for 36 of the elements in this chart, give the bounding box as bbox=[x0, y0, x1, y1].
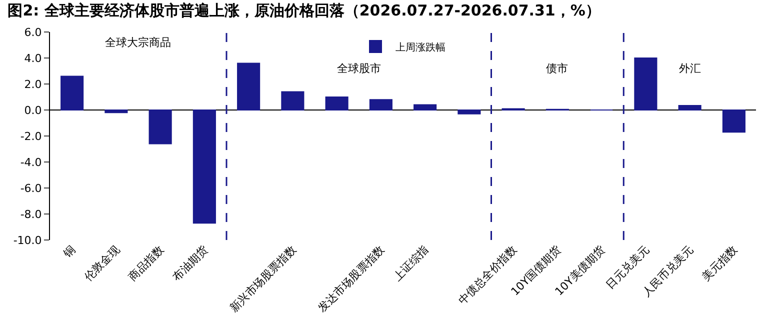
bar bbox=[369, 99, 392, 110]
x-tick-label: 上证综指 bbox=[390, 243, 432, 284]
chart-title: 图2: 全球主要经济体股市普遍上涨，原油价格回落（2026.07.27-2026.07.31，%） bbox=[8, 2, 600, 20]
x-tick-label: 美元指数 bbox=[700, 243, 740, 284]
bar bbox=[104, 110, 128, 114]
annotation: 全球大宗商品 bbox=[105, 36, 171, 49]
x-tick-label: 商品指数 bbox=[126, 243, 166, 284]
y-tick-label: -2.0 bbox=[20, 130, 42, 143]
y-tick-label: 6.0 bbox=[24, 26, 42, 39]
bar bbox=[722, 110, 746, 133]
y-tick-label: 4.0 bbox=[24, 52, 42, 65]
bar bbox=[325, 96, 348, 110]
y-tick-label: 2.0 bbox=[24, 78, 42, 91]
x-tick-label: 伦敦金现 bbox=[82, 243, 122, 284]
annotation: 债市 bbox=[546, 62, 568, 75]
bar bbox=[148, 110, 172, 144]
y-tick-label: 0.0 bbox=[24, 104, 42, 117]
bar bbox=[458, 110, 481, 114]
annotation: 全球股市 bbox=[337, 62, 381, 75]
y-tick-label: -4.0 bbox=[20, 156, 42, 169]
bar bbox=[678, 104, 702, 110]
x-tick-label: 铜 bbox=[60, 243, 78, 261]
y-tick-label: -10.0 bbox=[13, 234, 42, 247]
x-tick-label: 布油期货 bbox=[170, 243, 210, 284]
bar bbox=[281, 91, 304, 110]
y-tick-label: -6.0 bbox=[20, 182, 42, 195]
x-tick-label: 新兴市场股票指数 bbox=[227, 243, 299, 315]
bar bbox=[414, 104, 437, 110]
bar bbox=[192, 110, 216, 224]
bar bbox=[60, 76, 84, 110]
y-tick-label: -8.0 bbox=[20, 208, 42, 221]
legend-label: 上周涨跌幅 bbox=[396, 41, 446, 54]
annotation: 外汇 bbox=[679, 62, 701, 75]
bar bbox=[634, 58, 658, 110]
bar bbox=[237, 62, 260, 110]
x-tick-label: 发达市场股票指数 bbox=[316, 243, 387, 315]
